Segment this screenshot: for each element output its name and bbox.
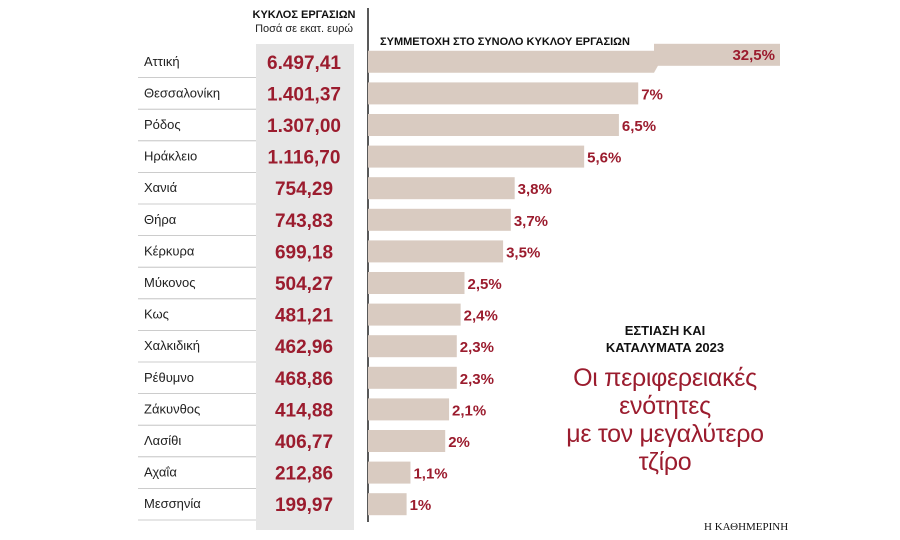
kicker-line-1: ΕΣΤΙΑΣΗ ΚΑΙ: [624, 323, 706, 338]
credit-label: Η ΚΑΘΗΜΕΡΙΝΗ: [704, 521, 789, 533]
headline-line-1: Οι περιφερειακές: [573, 364, 757, 392]
turnover-value: 199,97: [275, 495, 333, 516]
region-label: Ηράκλειο: [144, 149, 197, 164]
region-label: Λασίθι: [144, 433, 181, 448]
turnover-value: 212,86: [275, 464, 333, 485]
share-bar: [368, 272, 465, 294]
share-bar: [368, 461, 411, 484]
headline-line-3: με τον μεγαλύτερο: [566, 420, 764, 448]
share-bar-cap: [654, 43, 780, 66]
turnover-value: 754,29: [275, 179, 333, 200]
turnover-value: 481,21: [275, 306, 334, 327]
share-bar: [368, 50, 663, 73]
share-label: 32,5%: [732, 47, 775, 64]
share-label: 3,7%: [514, 213, 548, 230]
share-bar: [368, 335, 457, 358]
headline: Οι περιφερειακές ενότητες με τον μεγαλύτ…: [520, 364, 810, 476]
region-label: Θήρα: [144, 212, 177, 227]
turnover-column-background: [256, 44, 354, 530]
share-label: 2%: [448, 434, 470, 451]
share-bar: [368, 303, 461, 326]
share-label: 7%: [641, 86, 663, 103]
share-label: 3,8%: [518, 181, 552, 198]
turnover-value: 504,27: [275, 274, 333, 295]
share-label: 2,3%: [460, 371, 494, 388]
headline-line-4: τζίρο: [638, 448, 692, 476]
turnover-column-subtitle: Ποσά σε εκατ. ευρώ: [255, 23, 353, 35]
region-label: Αχαΐα: [144, 465, 177, 480]
region-label: Ρέθυμνο: [144, 370, 194, 385]
headline-line-2: ενότητες: [619, 392, 711, 420]
region-label: Κως: [144, 307, 169, 322]
region-label: Θεσσαλονίκη: [144, 85, 220, 100]
turnover-value: 406,77: [275, 432, 333, 453]
turnover-value: 1.307,00: [267, 116, 341, 137]
share-bar: [368, 366, 457, 389]
share-label: 3,5%: [506, 244, 540, 261]
share-label: 2,1%: [452, 402, 486, 419]
region-label: Μεσσηνία: [144, 496, 201, 511]
region-label: Χανιά: [144, 180, 178, 195]
turnover-value: 468,86: [275, 369, 333, 390]
share-label: 1%: [410, 497, 432, 514]
share-bar: [368, 82, 639, 105]
share-bar: [368, 240, 504, 263]
share-column-title: ΣΥΜΜΕΤΟΧΗ ΣΤΟ ΣΥΝΟΛΟ ΚΥΚΛΟΥ ΕΡΓΑΣΙΩΝ: [380, 36, 630, 48]
share-bar: [368, 114, 619, 136]
share-label: 6,5%: [622, 118, 656, 135]
kicker: ΕΣΤΙΑΣΗ ΚΑΙ ΚΑΤΑΛΥΜΑΤΑ 2023: [560, 322, 770, 356]
turnover-value: 414,88: [275, 400, 333, 421]
share-bar: [368, 430, 446, 452]
turnover-value: 462,96: [275, 337, 333, 358]
share-bar: [368, 398, 450, 421]
chart-rows: Αττική 6.497,41 32,5% Θεσσαλονίκη 1.401,37 7%…: [138, 43, 780, 521]
share-bar: [368, 493, 407, 516]
share-label: 5,6%: [587, 150, 621, 167]
region-label: Κέρκυρα: [144, 243, 195, 258]
turnover-column-title: ΚΥΚΛΟΣ ΕΡΓΑΣΙΩΝ: [253, 9, 356, 21]
turnover-value: 699,18: [275, 242, 333, 263]
turnover-value: 743,83: [275, 211, 333, 232]
share-label: 2,5%: [468, 276, 502, 293]
share-label: 2,4%: [464, 308, 498, 325]
turnover-value: 6.497,41: [267, 53, 341, 74]
region-label: Μύκονος: [144, 275, 196, 290]
turnover-value: 1.116,70: [268, 148, 341, 169]
share-bar: [368, 177, 515, 200]
region-label: Ρόδος: [144, 117, 181, 132]
share-label: 1,1%: [413, 466, 447, 483]
share-label: 2,3%: [460, 339, 494, 356]
share-bar: [368, 145, 585, 168]
share-bar: [368, 208, 511, 231]
region-label: Χαλκιδική: [144, 338, 200, 353]
turnover-value: 1.401,37: [267, 84, 341, 105]
kicker-line-2: ΚΑΤΑΛΥΜΑΤΑ 2023: [605, 340, 725, 355]
region-label: Αττική: [144, 54, 180, 69]
region-label: Ζάκυνθος: [144, 401, 200, 416]
